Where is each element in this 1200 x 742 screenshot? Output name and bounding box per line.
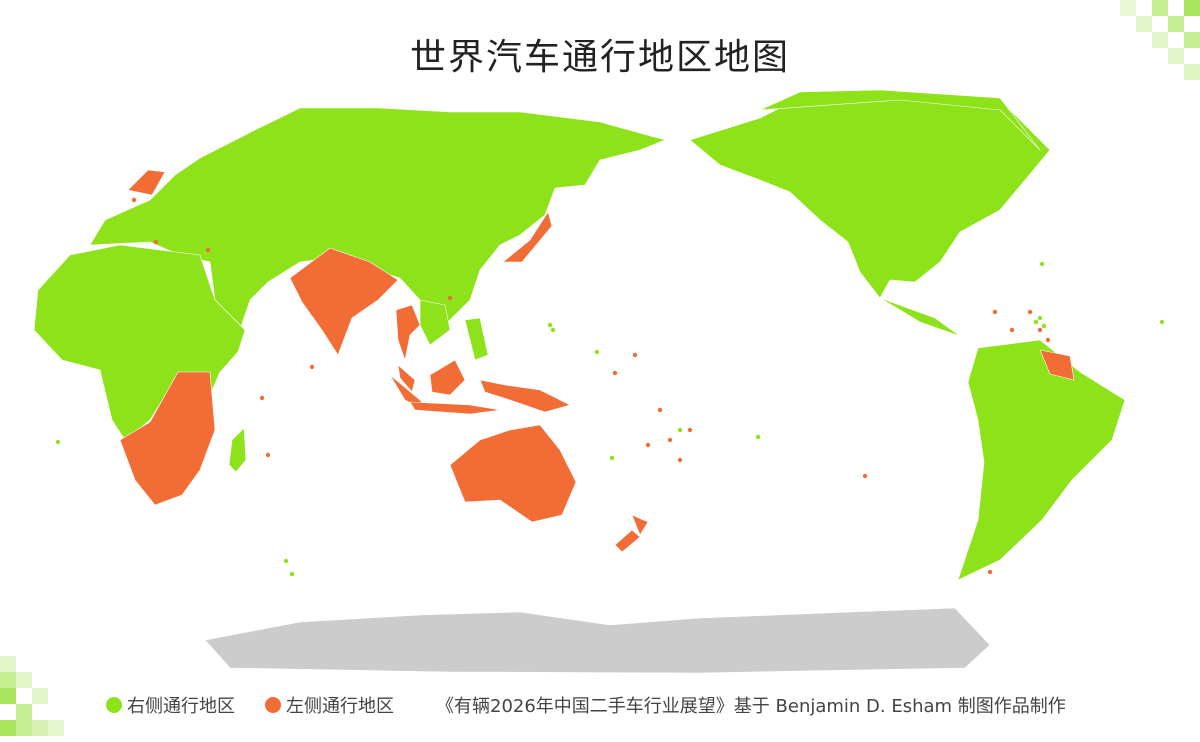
checker-square <box>0 688 16 704</box>
left-hand-island-dot <box>1037 327 1043 333</box>
checker-square <box>16 672 32 688</box>
checker-square <box>32 720 48 736</box>
right-hand-island-dot <box>1039 261 1045 267</box>
madagascar <box>228 427 247 473</box>
legend-label: 右侧通行地区 <box>127 696 235 717</box>
legend-item-right-hand: 右侧通行地区 <box>106 692 235 718</box>
borneo <box>429 359 466 396</box>
eurasia <box>89 107 666 331</box>
map-title: 世界汽车通行地区地图 <box>409 37 790 78</box>
right-hand-island-dot <box>550 327 556 333</box>
checker-square <box>48 720 64 736</box>
right-hand-island-dot <box>755 434 761 440</box>
legend-label: 左侧通行地区 <box>286 696 394 717</box>
left-hand-island-dot <box>987 569 993 575</box>
right-hand-island-dot <box>1037 315 1043 321</box>
right-hand-island-dot <box>609 455 615 461</box>
left-hand-island-dot <box>259 395 265 401</box>
new-zealand-south <box>614 529 641 553</box>
right-hand-island-dot <box>1033 319 1039 325</box>
indochina <box>419 299 451 346</box>
southern-africa <box>119 371 216 506</box>
right-hand-island-dot <box>594 349 600 355</box>
left-hand-island-dot <box>1009 327 1015 333</box>
checker-square <box>1184 64 1200 80</box>
australia <box>449 424 577 523</box>
checker-square <box>0 720 16 736</box>
thailand <box>395 304 421 362</box>
left-hand-island-dot <box>612 370 618 376</box>
orange-dot-icon <box>265 697 281 713</box>
india <box>289 247 399 356</box>
right-hand-island-dot <box>677 427 683 433</box>
checker-square <box>1120 0 1136 16</box>
left-hand-island-dot <box>131 197 137 203</box>
left-hand-island-dot <box>992 309 998 315</box>
left-hand-island-dot <box>632 352 638 358</box>
left-hand-island-dot <box>205 247 211 253</box>
checker-square <box>1168 16 1184 32</box>
left-hand-island-dot <box>447 295 453 301</box>
left-hand-island-dot <box>657 407 663 413</box>
checker-square <box>0 656 16 672</box>
north-america <box>689 93 1051 337</box>
checker-square <box>1152 32 1168 48</box>
checker-square <box>1152 0 1168 16</box>
antarctica <box>204 607 991 674</box>
checker-square <box>16 720 32 736</box>
right-hand-island-dot <box>547 322 553 328</box>
right-hand-island-dot <box>55 439 61 445</box>
checker-square <box>32 688 48 704</box>
checker-square <box>1184 0 1200 16</box>
checker-square <box>1184 32 1200 48</box>
checker-square <box>16 704 32 720</box>
malaysia <box>397 364 416 393</box>
legend-item-left-hand: 左侧通行地区 <box>265 692 394 718</box>
right-hand-island-dot <box>289 571 295 577</box>
java-islands <box>409 401 501 415</box>
right-hand-island-dot <box>1041 323 1047 329</box>
legend: 右侧通行地区 左侧通行地区 《有辆2026年中国二手车行业展望》基于 Benja… <box>106 692 1066 718</box>
south-america <box>957 339 1126 581</box>
left-hand-island-dot <box>265 452 271 458</box>
new-zealand-north <box>631 514 649 536</box>
left-hand-island-dot <box>667 437 673 443</box>
left-hand-island-dot <box>677 457 683 463</box>
sulawesi-papua <box>479 379 571 413</box>
green-dot-icon <box>106 697 122 713</box>
left-hand-island-dot <box>645 442 651 448</box>
united-kingdom <box>127 169 166 196</box>
right-hand-island-dot <box>283 558 289 564</box>
checker-square <box>1168 48 1184 64</box>
left-hand-island-dot <box>1045 337 1051 343</box>
greenland-arctic <box>759 89 1041 151</box>
right-hand-island-dot <box>1159 319 1165 325</box>
japan <box>502 211 553 263</box>
guyana-suriname <box>1039 349 1075 381</box>
checker-square <box>0 672 16 688</box>
left-hand-island-dot <box>309 364 315 370</box>
left-hand-island-dot <box>1027 309 1033 315</box>
philippines <box>464 317 489 361</box>
left-hand-island-dot <box>687 427 693 433</box>
left-hand-island-dot <box>153 239 159 245</box>
checker-square <box>1136 16 1152 32</box>
left-hand-island-dot <box>862 473 868 479</box>
source-credit: 《有辆2026年中国二手车行业展望》基于 Benjamin D. Esham 制… <box>436 696 1066 717</box>
